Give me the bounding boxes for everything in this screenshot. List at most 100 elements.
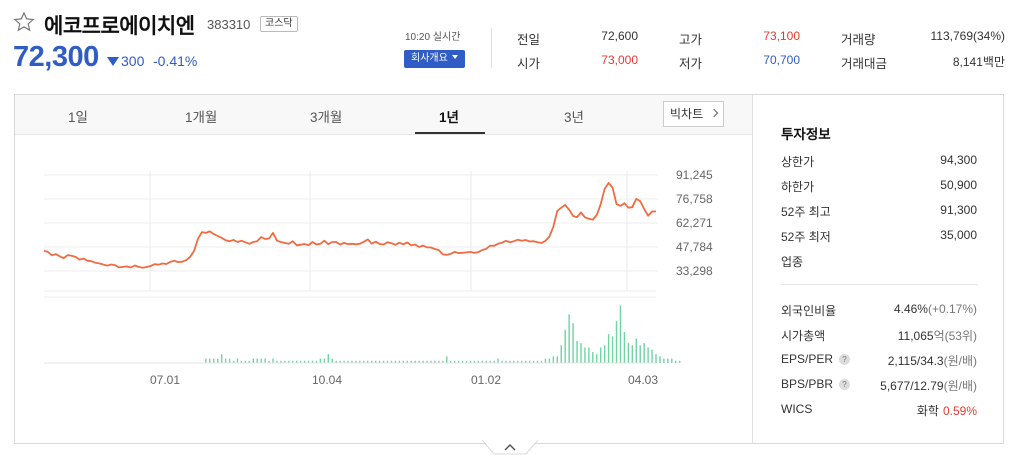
stock-header: 에코프로에이치엔 383310 코스닥 72,300 300 -0.41% 10… [0, 0, 1020, 90]
tab-3month[interactable]: 3개월 [310, 110, 343, 125]
volume-bar [532, 360, 535, 363]
low-value: 70,700 [763, 53, 800, 67]
invest-value-main: 5,677/12.79 [880, 379, 944, 393]
volume-bar [572, 323, 574, 363]
volume-bar [276, 360, 278, 363]
invest-value-main: 화학 [916, 404, 939, 418]
volume-bar [588, 347, 590, 363]
volume-bar [402, 360, 405, 363]
help-icon[interactable]: ? [839, 379, 851, 390]
volume-bar [556, 356, 558, 363]
volume-bar [359, 360, 361, 363]
volume-bar [536, 360, 539, 363]
volume-bar [635, 338, 637, 363]
invest-value: 50,900 [940, 178, 977, 192]
volume-bar [560, 345, 562, 363]
volume-bar [473, 360, 476, 363]
volume-bar [501, 360, 503, 363]
volume-bar [509, 360, 511, 363]
volume-bar [268, 360, 270, 363]
invest-label: 52주 최고 [781, 205, 831, 219]
x-tick-label: 01.02 [471, 373, 501, 387]
volume-bar [248, 360, 251, 363]
invest-label-text: BPS/PBR [781, 377, 834, 391]
trade-value-value: 8,141백만 [952, 55, 1005, 69]
volume-bar [525, 360, 527, 363]
volume-bar [378, 360, 381, 363]
volume-bar [355, 360, 357, 363]
volume-bar [442, 360, 444, 363]
volume-bar [213, 358, 215, 363]
volume-bar [513, 360, 515, 363]
price-change-value: 300 [121, 53, 145, 69]
volume-bar [374, 360, 377, 363]
invest-label-text: 시가총액 [781, 329, 826, 343]
tab-3year[interactable]: 3년 [564, 110, 584, 125]
volume-bar [410, 360, 412, 363]
period-tabs: 1일 1개월 3개월 1년 3년 빅차트 [15, 95, 752, 135]
invest-value-main: 11,065 [897, 329, 934, 343]
volume-bar [315, 360, 318, 363]
invest-value: 91,300 [940, 203, 977, 217]
invest-value-main: 4.46% [893, 302, 928, 316]
volume-bar [619, 305, 622, 363]
tab-1day[interactable]: 1일 [68, 110, 88, 125]
volume-bar [675, 360, 677, 363]
volume-bar [209, 358, 211, 363]
volume-bar [363, 360, 365, 363]
collapse-handle[interactable] [482, 440, 538, 455]
stock-code: 383310 [207, 17, 251, 32]
chart-panel: 1일 1개월 3개월 1년 3년 빅차트 91,245 76,758 62,271 4… [14, 94, 1004, 444]
volume-bar [240, 360, 243, 363]
volume-bar [386, 360, 389, 363]
volume-label: 거래량 [841, 33, 876, 47]
volume-bar [552, 356, 555, 363]
volume-bar [600, 347, 602, 363]
volume-bar [426, 360, 428, 363]
volume-bar [339, 360, 341, 363]
big-chart-label: 빅차트 [670, 107, 704, 121]
volume-bar [671, 358, 673, 363]
help-icon[interactable]: ? [839, 354, 851, 365]
big-chart-button[interactable]: 빅차트 [663, 101, 724, 127]
volume-bar [647, 347, 649, 363]
volume-bar [678, 360, 681, 363]
invest-value: 4.46%(+0.17%) [894, 302, 977, 316]
trade-value-label: 거래대금 [841, 57, 888, 71]
invest-label-text: WICS [781, 402, 813, 416]
company-overview-button[interactable]: 회사개요 [404, 50, 465, 68]
volume-bar [244, 360, 247, 363]
company-overview-label: 회사개요 [411, 53, 448, 64]
volume-bar [327, 354, 329, 363]
volume-bar [453, 360, 456, 363]
invest-label-text: 외국인비율 [781, 304, 837, 318]
volume-bar [449, 360, 452, 363]
volume-bar [398, 360, 401, 363]
realtime-label: 10:20 실시간 [405, 32, 461, 43]
tab-1year[interactable]: 1년 [439, 110, 459, 125]
invest-value-sub: (+0.17%) [927, 302, 977, 316]
volume-value: 113,769(34%) [930, 29, 1006, 43]
volume-bar [264, 358, 266, 363]
volume-bar [659, 356, 661, 363]
volume-bar [655, 354, 657, 363]
price-chart[interactable]: 91,245 76,758 62,271 47,784 33,298 07.01 10.04… [15, 135, 752, 443]
tab-1month[interactable]: 1개월 [185, 110, 218, 125]
high-label: 고가 [679, 33, 703, 47]
invest-value: 35,000 [940, 228, 977, 242]
volume-bar [224, 358, 227, 363]
invest-label: EPS/PER? [781, 352, 851, 366]
volume-bar [584, 347, 586, 363]
volume-bar [280, 360, 282, 363]
favorite-star-icon[interactable] [13, 11, 35, 33]
open-value: 73,000 [601, 53, 638, 67]
volume-bar [252, 358, 254, 363]
high-value: 73,100 [763, 29, 800, 43]
volume-bar [272, 358, 274, 363]
invest-value: 5,677/12.79(원/배) [880, 377, 977, 394]
invest-label: 외국인비율 [781, 302, 836, 319]
invest-value: 94,300 [940, 153, 977, 167]
volume-bar [615, 320, 618, 363]
volume-bar [607, 334, 610, 363]
volume-bar [540, 360, 543, 363]
